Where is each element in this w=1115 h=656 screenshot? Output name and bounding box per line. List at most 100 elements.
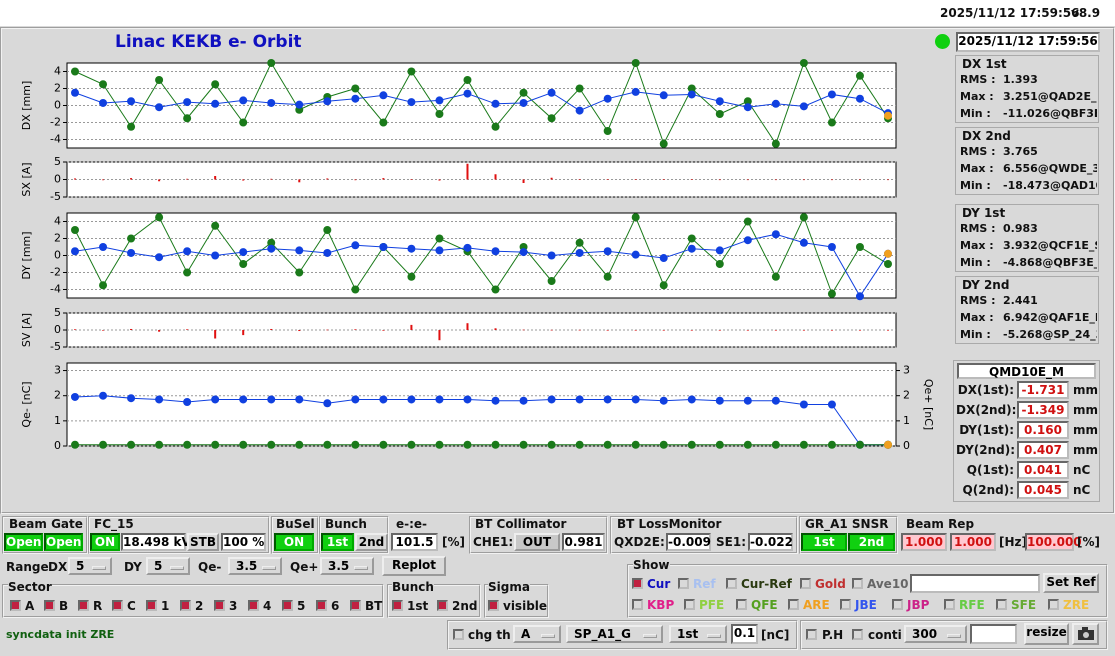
data-point: [827, 118, 836, 127]
checkbox[interactable]: [684, 599, 695, 610]
dropdown[interactable]: A: [513, 625, 561, 643]
dropdown[interactable]: 5: [146, 557, 190, 575]
checkbox[interactable]: [214, 600, 225, 611]
button[interactable]: Open: [4, 533, 43, 551]
bar: [634, 330, 637, 331]
checkbox[interactable]: [852, 629, 863, 640]
data-point: [491, 440, 500, 449]
unit: [%]: [1077, 535, 1100, 549]
group-label: Bunch: [392, 580, 434, 594]
group: [319, 516, 389, 554]
group-label: Beam Rep: [906, 517, 975, 531]
checkbox[interactable]: [282, 600, 293, 611]
checkbox[interactable]: [726, 578, 737, 589]
checkbox[interactable]: [437, 600, 448, 611]
data-point: [799, 102, 808, 111]
text-input[interactable]: [970, 624, 1017, 644]
checkbox[interactable]: [788, 599, 799, 610]
field[interactable]: 0.1: [731, 624, 758, 644]
data-point: [351, 285, 360, 294]
checkbox[interactable]: [453, 629, 464, 640]
checkbox[interactable]: [800, 578, 811, 589]
data-point: [799, 59, 808, 67]
checkbox[interactable]: [996, 599, 1007, 610]
stat-key: Min :: [960, 256, 991, 269]
data-point: [575, 440, 584, 449]
dropdown[interactable]: 3.5: [320, 557, 374, 575]
y-tick-label: 2: [54, 82, 61, 95]
checkbox[interactable]: [180, 600, 191, 611]
y-tick-label: -5: [50, 340, 61, 353]
data-point: [71, 392, 79, 401]
button[interactable]: 2nd: [848, 533, 895, 551]
bar: [887, 179, 889, 181]
monitor-key: Q(1st):: [966, 463, 1014, 477]
checkbox-label: KBP: [647, 598, 675, 612]
bar: [578, 179, 581, 180]
data-point: [771, 440, 780, 449]
checkbox[interactable]: [44, 600, 55, 611]
button[interactable]: Set Ref: [1043, 573, 1099, 593]
button[interactable]: 1st: [801, 533, 847, 551]
data-point: [295, 246, 304, 255]
y-axis-label: DY [mm]: [20, 231, 33, 279]
camera-button[interactable]: [1072, 623, 1099, 645]
monitor-value: -1.349: [1017, 401, 1069, 419]
button[interactable]: ON: [274, 533, 314, 551]
checkbox[interactable]: [78, 600, 89, 611]
data-point: [267, 238, 276, 247]
checkbox[interactable]: [146, 600, 157, 611]
data-point: [687, 234, 696, 243]
data-point: [884, 440, 892, 449]
checkbox[interactable]: [488, 600, 499, 611]
checkbox[interactable]: [632, 578, 643, 589]
dropdown[interactable]: 5: [68, 557, 112, 575]
group: [469, 516, 608, 554]
button[interactable]: 1st: [321, 533, 354, 551]
checkbox[interactable]: [316, 600, 327, 611]
data-point: [127, 440, 136, 449]
monitor-unit: mm: [1073, 423, 1099, 437]
button[interactable]: Replot: [382, 556, 446, 576]
button[interactable]: STB: [187, 533, 219, 551]
data-point: [519, 88, 528, 97]
checkbox[interactable]: [678, 578, 689, 589]
checkbox[interactable]: [392, 600, 403, 611]
checkbox[interactable]: [806, 629, 817, 640]
monitor-value: 0.160: [1017, 421, 1069, 439]
series-line: [74, 215, 889, 295]
checkbox[interactable]: [840, 599, 851, 610]
button[interactable]: Open: [44, 533, 83, 551]
data-point: [715, 440, 724, 449]
checkbox[interactable]: [632, 599, 643, 610]
data-point: [575, 84, 584, 93]
field: 1.000: [901, 533, 947, 551]
checkbox[interactable]: [944, 599, 955, 610]
checkbox[interactable]: [350, 600, 361, 611]
checkbox[interactable]: [852, 578, 863, 589]
group: [610, 516, 798, 554]
bar: [830, 330, 833, 331]
button[interactable]: 2nd: [355, 533, 388, 551]
monitor-key: DY(1st):: [959, 423, 1014, 437]
stat-title: DX 1st: [962, 57, 1007, 71]
data-point: [547, 395, 556, 404]
data-point: [71, 67, 79, 76]
text-input[interactable]: [910, 574, 1040, 593]
dropdown[interactable]: 300: [904, 625, 967, 643]
monitor-unit: mm: [1073, 383, 1099, 397]
dropdown[interactable]: 3.5: [228, 557, 282, 575]
data-point: [155, 213, 164, 222]
button[interactable]: resize: [1024, 623, 1069, 645]
checkbox[interactable]: [112, 600, 123, 611]
checkbox[interactable]: [736, 599, 747, 610]
dropdown[interactable]: 1st: [669, 625, 727, 643]
checkbox[interactable]: [248, 600, 259, 611]
dropdown[interactable]: SP_A1_G: [566, 625, 663, 643]
checkbox[interactable]: [10, 600, 21, 611]
checkbox[interactable]: [1048, 599, 1059, 610]
button[interactable]: OUT: [514, 533, 560, 551]
button[interactable]: ON: [90, 533, 120, 551]
checkbox[interactable]: [892, 599, 903, 610]
data-point: [379, 243, 388, 251]
